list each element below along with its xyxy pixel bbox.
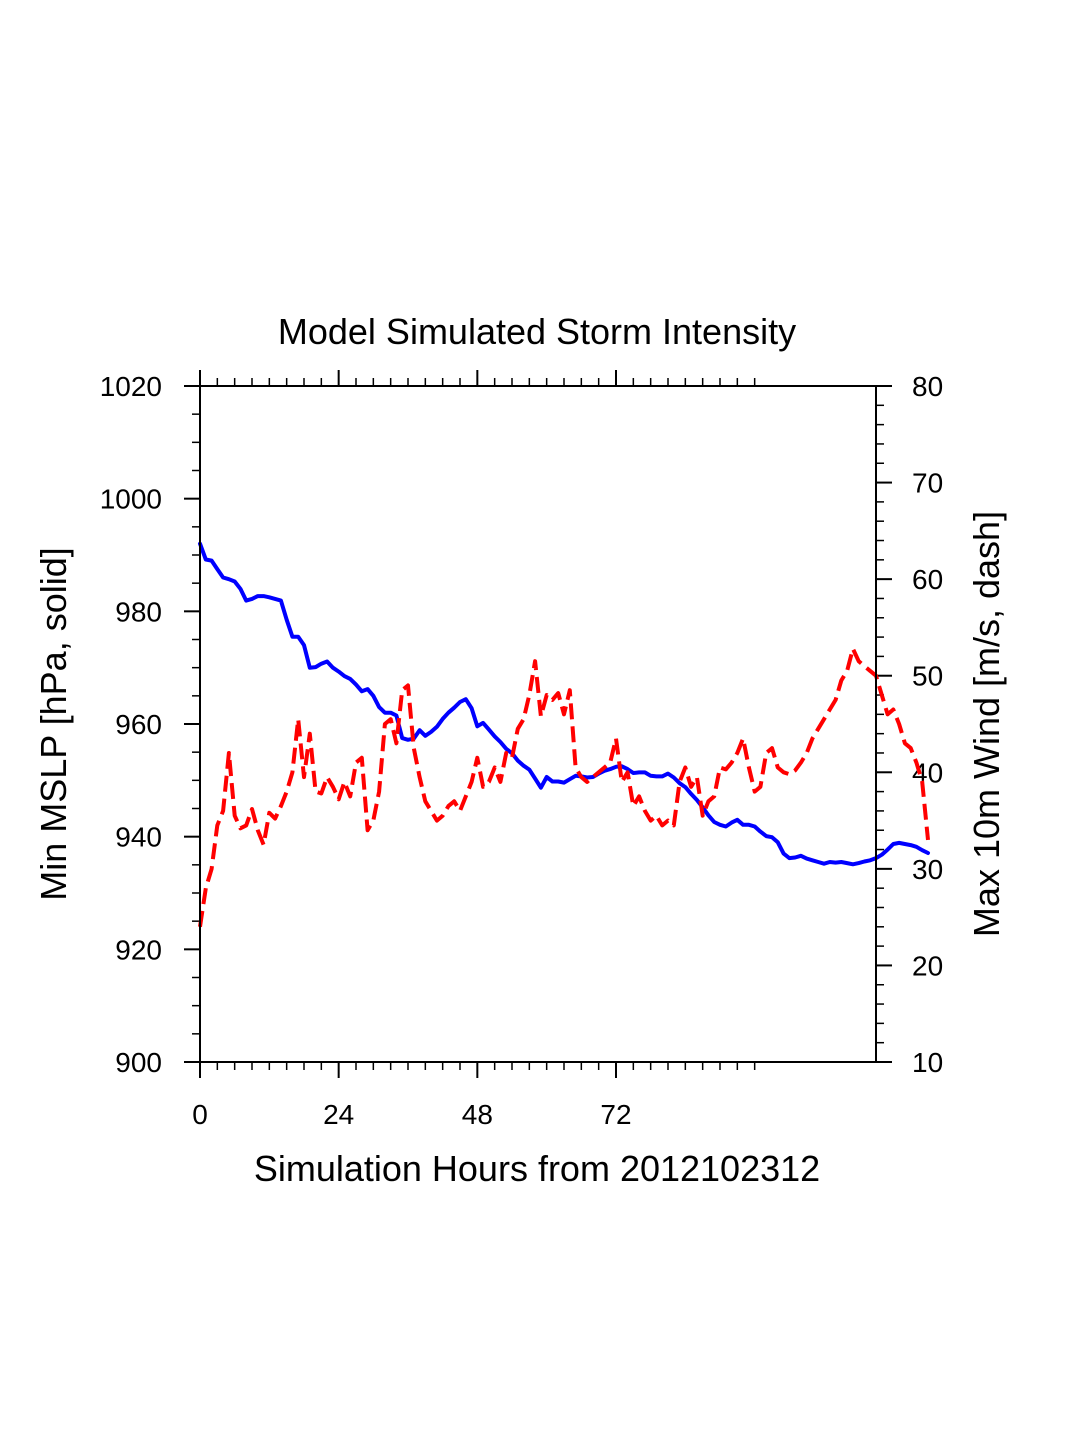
right-tick-label: 10 [912, 1047, 943, 1078]
left-axis-ticks: 900 920 940 960 980 1000 1020 [100, 371, 200, 1078]
x-axis-label: Simulation Hours from 2012102312 [254, 1148, 820, 1189]
left-tick-label: 1000 [100, 484, 162, 515]
x-tick-label: 72 [600, 1099, 631, 1130]
right-tick-label: 30 [912, 854, 943, 885]
left-tick-label: 940 [115, 822, 162, 853]
y-axis-left-label: Min MSLP [hPa, solid] [33, 547, 74, 901]
right-tick-label: 80 [912, 371, 943, 402]
right-tick-label: 70 [912, 468, 943, 499]
wind-series-line [198, 646, 930, 928]
series-layer [198, 541, 930, 928]
chart-title: Model Simulated Storm Intensity [278, 311, 796, 352]
x-tick-label: 0 [192, 1099, 208, 1130]
y-axis-right-label: Max 10m Wind [m/s, dash] [966, 511, 1007, 937]
x-tick-label: 24 [323, 1099, 354, 1130]
left-tick-label: 900 [115, 1047, 162, 1078]
right-tick-label: 50 [912, 661, 943, 692]
left-tick-label: 1020 [100, 371, 162, 402]
right-tick-label: 20 [912, 950, 943, 981]
left-tick-label: 980 [115, 596, 162, 627]
x-axis-ticks: 0 24 48 72 [192, 370, 756, 1130]
x-tick-label: 48 [462, 1099, 493, 1130]
left-tick-label: 920 [115, 934, 162, 965]
plot-frame [199, 385, 877, 1063]
left-tick-label: 960 [115, 709, 162, 740]
pressure-series-line [198, 541, 930, 867]
right-tick-label: 60 [912, 564, 943, 595]
